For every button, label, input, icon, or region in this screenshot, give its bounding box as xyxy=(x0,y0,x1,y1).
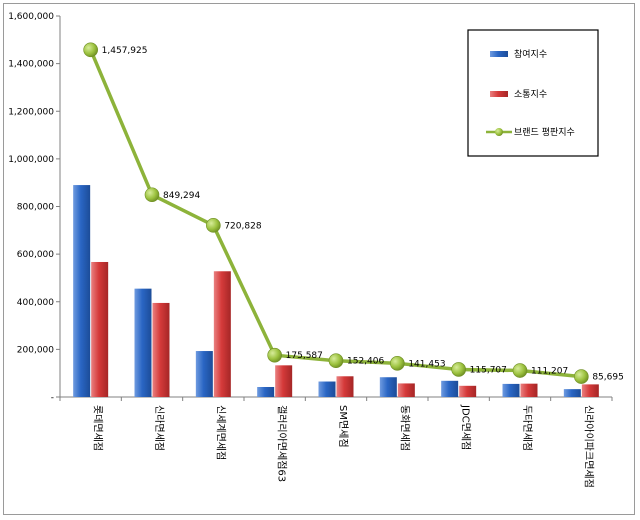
legend-label: 브랜드 평판지수 xyxy=(514,127,575,138)
line-point xyxy=(512,363,528,378)
line-point xyxy=(206,218,221,233)
y-tick-label: 800,000 xyxy=(17,203,54,213)
x-category-label: SM면세점 xyxy=(337,405,349,448)
x-category-label: 신세계면세점 xyxy=(214,405,226,460)
bar-참여지수 xyxy=(502,383,520,397)
data-label: 152,406 xyxy=(347,357,384,367)
bar-참여지수 xyxy=(195,351,213,397)
bar-소통지수 xyxy=(152,302,170,397)
bar-참여지수 xyxy=(563,389,581,397)
data-label: 115,707 xyxy=(470,365,507,375)
x-category-label: 동화면세점 xyxy=(398,405,410,451)
legend-box xyxy=(467,29,599,157)
bar-소통지수 xyxy=(91,261,109,397)
bar-참여지수 xyxy=(257,386,275,397)
y-tick-label: 200,000 xyxy=(17,345,54,355)
x-category-label: 신라면세점 xyxy=(153,405,165,451)
line-point xyxy=(390,356,405,371)
x-category-label: 롯데면세점 xyxy=(92,405,104,451)
x-category-label: JDC면세점 xyxy=(460,404,472,450)
bar-소통지수 xyxy=(397,383,415,397)
line-point xyxy=(144,187,160,203)
bar-소통지수 xyxy=(275,365,293,397)
data-label: 175,587 xyxy=(286,351,323,361)
data-label: 720,828 xyxy=(224,221,261,231)
x-category-label: 갤러리아면세점63 xyxy=(276,405,288,482)
legend-swatch xyxy=(490,51,508,57)
line-point xyxy=(574,369,589,384)
legend-swatch-dot xyxy=(495,128,503,136)
line-point xyxy=(83,42,98,58)
bar-소통지수 xyxy=(336,376,354,397)
bar-참여지수 xyxy=(318,381,336,397)
legend-label: 소통지수 xyxy=(514,89,547,100)
legend-swatch xyxy=(490,91,508,97)
legend-label: 참여지수 xyxy=(514,48,547,60)
bar-참여지수 xyxy=(379,377,397,397)
y-tick-label: 600,000 xyxy=(17,250,54,260)
y-tick-label: 1,400,000 xyxy=(8,60,54,70)
line-point xyxy=(451,362,466,377)
line-point xyxy=(267,347,282,363)
bar-참여지수 xyxy=(441,380,459,397)
bar-소통지수 xyxy=(581,384,599,397)
data-label: 111,207 xyxy=(531,367,568,377)
data-label: 1,457,925 xyxy=(102,46,148,56)
y-tick-label: 1,200,000 xyxy=(8,107,54,117)
data-label: 849,294 xyxy=(163,191,200,201)
bar-소통지수 xyxy=(213,271,231,397)
y-tick-label: 1,000,000 xyxy=(8,155,54,165)
x-category-label: 신라아이파크면세점 xyxy=(582,405,594,488)
data-label: 85,695 xyxy=(592,373,624,383)
bar-참여지수 xyxy=(134,288,152,397)
y-tick-label: 400,000 xyxy=(17,298,54,308)
bar-참여지수 xyxy=(73,185,91,397)
bar-소통지수 xyxy=(459,385,477,397)
x-category-label: 두타면세점 xyxy=(521,405,533,451)
line-point xyxy=(328,353,344,369)
data-label: 141,453 xyxy=(408,359,445,369)
bar-소통지수 xyxy=(520,383,538,397)
y-tick-label: 1,600,000 xyxy=(8,12,54,22)
y-tick-label: - xyxy=(51,393,54,403)
